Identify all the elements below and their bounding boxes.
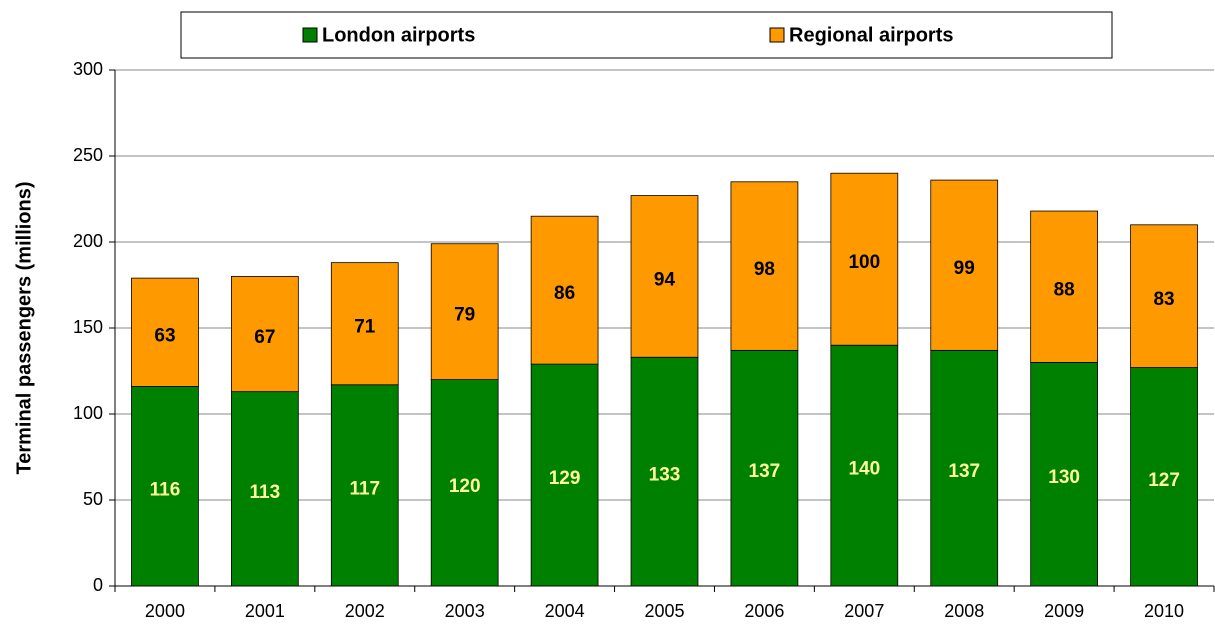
x-tick-label: 2007 — [844, 601, 884, 621]
data-label: 113 — [250, 482, 281, 503]
bar-segment — [430, 243, 499, 381]
data-label: 88 — [1054, 280, 1075, 301]
data-label: 94 — [654, 269, 676, 290]
y-tick-label: 150 — [73, 317, 103, 337]
data-label: 137 — [948, 461, 980, 482]
data-label: 117 — [349, 478, 380, 499]
x-tick-label: 2005 — [644, 601, 684, 621]
bar-segment — [1030, 210, 1099, 363]
bar-segment — [830, 344, 899, 587]
y-tick-label: 50 — [83, 489, 103, 509]
bar-segment — [730, 181, 799, 351]
data-label: 130 — [1048, 467, 1080, 488]
x-tick-label: 2009 — [1044, 601, 1084, 621]
bar-segment — [930, 349, 999, 587]
x-tick-label: 2004 — [545, 601, 585, 621]
x-tick-label: 2000 — [145, 601, 185, 621]
data-label: 63 — [154, 325, 175, 346]
y-tick-label: 250 — [73, 145, 103, 165]
data-label: 67 — [254, 327, 275, 348]
data-label: 120 — [449, 476, 481, 497]
bar-segment — [530, 363, 599, 587]
bar-segment — [1130, 367, 1198, 587]
bar-segment — [230, 275, 299, 393]
data-label: 71 — [354, 317, 376, 338]
data-label: 129 — [549, 468, 581, 489]
bar-segment — [1130, 224, 1198, 368]
bar-segment — [330, 262, 399, 386]
data-label: 127 — [1148, 470, 1180, 491]
x-tick-label: 2002 — [345, 601, 385, 621]
bar-segment — [730, 349, 799, 587]
data-label: 133 — [649, 465, 681, 486]
bar-segment — [630, 195, 699, 358]
legend-swatch — [769, 27, 785, 43]
data-label: 100 — [848, 252, 880, 273]
bar-segment — [1030, 361, 1099, 587]
legend-swatch — [302, 27, 318, 43]
x-tick-label: 2001 — [245, 601, 285, 621]
bar-segment — [131, 386, 199, 587]
x-tick-label: 2006 — [744, 601, 784, 621]
y-tick-label: 0 — [93, 575, 103, 595]
x-tick-label: 2008 — [944, 601, 984, 621]
y-tick-label: 300 — [73, 59, 103, 79]
data-label: 140 — [848, 459, 880, 480]
y-tick-label: 100 — [73, 403, 103, 423]
bar-segment — [230, 391, 299, 587]
bar-segment — [131, 277, 199, 387]
y-tick-label: 200 — [73, 231, 103, 251]
bar-segment — [830, 172, 899, 346]
data-label: 137 — [749, 461, 781, 482]
legend-label: London airports — [322, 24, 475, 46]
bar-segment — [630, 356, 699, 587]
legend-label: Regional airports — [789, 24, 953, 46]
data-label: 98 — [754, 259, 775, 280]
data-label: 116 — [150, 479, 181, 500]
x-tick-label: 2010 — [1144, 601, 1184, 621]
bar-segment — [930, 179, 999, 351]
data-label: 99 — [954, 258, 975, 279]
data-label: 86 — [554, 283, 575, 304]
bar-segment — [330, 384, 399, 587]
data-label: 79 — [454, 305, 475, 326]
legend-box — [180, 11, 1113, 59]
x-tick-label: 2003 — [445, 601, 485, 621]
y-axis-label: Terminal passengers (millions) — [13, 181, 35, 474]
data-label: 83 — [1153, 289, 1174, 310]
bar-segment — [530, 215, 599, 365]
